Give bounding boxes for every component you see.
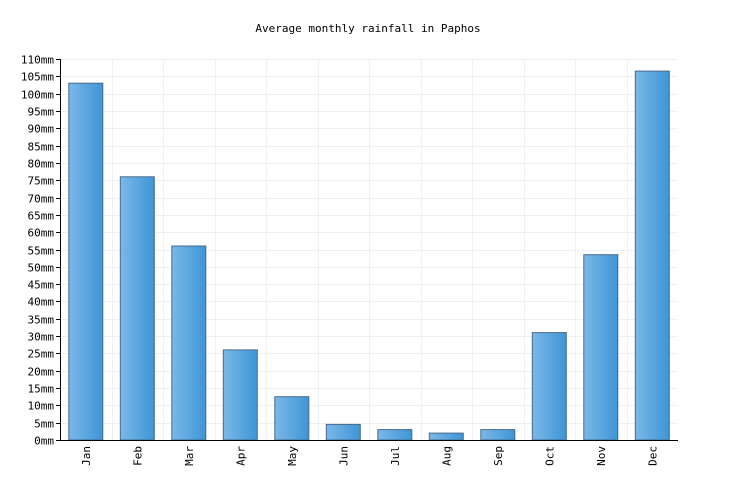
x-tick-label: Dec <box>646 446 659 466</box>
y-tick-label: 30mm <box>28 331 55 344</box>
y-tick-label: 85mm <box>28 141 55 154</box>
y-tick-labels: 0mm 5mm 10mm 15mm 20mm 25mm 30mm 35mm 40mm 45mm 50… <box>21 54 54 448</box>
x-tick-label: Jan <box>80 446 93 466</box>
bar-aug <box>428 432 464 441</box>
y-tick-label: 40mm <box>28 296 55 309</box>
y-tick-label: 105mm <box>21 71 54 84</box>
y-tick-label: 95mm <box>28 106 55 119</box>
y-tick-label: 10mm <box>28 400 55 413</box>
y-tick-label: 65mm <box>28 210 55 223</box>
y-tick-label: 5mm <box>34 418 54 431</box>
x-tick-label: Oct <box>543 446 556 466</box>
x-tick-label: Feb <box>131 446 144 466</box>
bar-sep <box>480 429 516 441</box>
y-tick-label: 35mm <box>28 314 55 327</box>
bar-dec <box>634 70 670 441</box>
bar-apr <box>222 349 258 441</box>
y-tick-label: 0mm <box>34 435 54 448</box>
y-tick-label: 45mm <box>28 279 55 292</box>
grid-lines <box>60 59 678 440</box>
bar-oct <box>531 332 567 441</box>
y-tick-label: 110mm <box>21 54 54 67</box>
y-tick-label: 60mm <box>28 227 55 240</box>
y-tick-label: 80mm <box>28 158 55 171</box>
y-tick-label: 25mm <box>28 348 55 361</box>
y-tick-label: 75mm <box>28 175 55 188</box>
bar-nov <box>583 254 619 441</box>
x-tick-labels: Jan Feb Mar Apr May Jun Jul Aug Sep Oct Nov Dec <box>80 446 660 466</box>
bar-jan <box>68 82 104 441</box>
x-tick-label: Jun <box>337 446 350 466</box>
x-tick-label: Aug <box>440 446 453 466</box>
x-tick-label: Mar <box>183 446 196 466</box>
bar-may <box>274 396 310 441</box>
axes <box>56 59 678 441</box>
x-tick-label: Jul <box>389 446 402 466</box>
y-tick-label: 20mm <box>28 366 55 379</box>
y-tick-label: 55mm <box>28 245 55 258</box>
y-tick-label: 70mm <box>28 193 55 206</box>
y-tick-label: 50mm <box>28 262 55 275</box>
y-tick-label: 15mm <box>28 383 55 396</box>
x-tick-label: Apr <box>234 446 247 466</box>
bar-jul <box>377 429 413 441</box>
x-tick-label: May <box>286 446 299 466</box>
y-tick-label: 100mm <box>21 89 54 102</box>
bar-mar <box>171 245 207 441</box>
bar-jun <box>325 423 361 441</box>
x-tick-label: Sep <box>492 446 505 466</box>
chart-title: Average monthly rainfall in Paphos <box>255 22 481 35</box>
bar-feb <box>119 176 155 441</box>
y-tick-label: 90mm <box>28 123 55 136</box>
x-tick-label: Nov <box>595 446 608 466</box>
